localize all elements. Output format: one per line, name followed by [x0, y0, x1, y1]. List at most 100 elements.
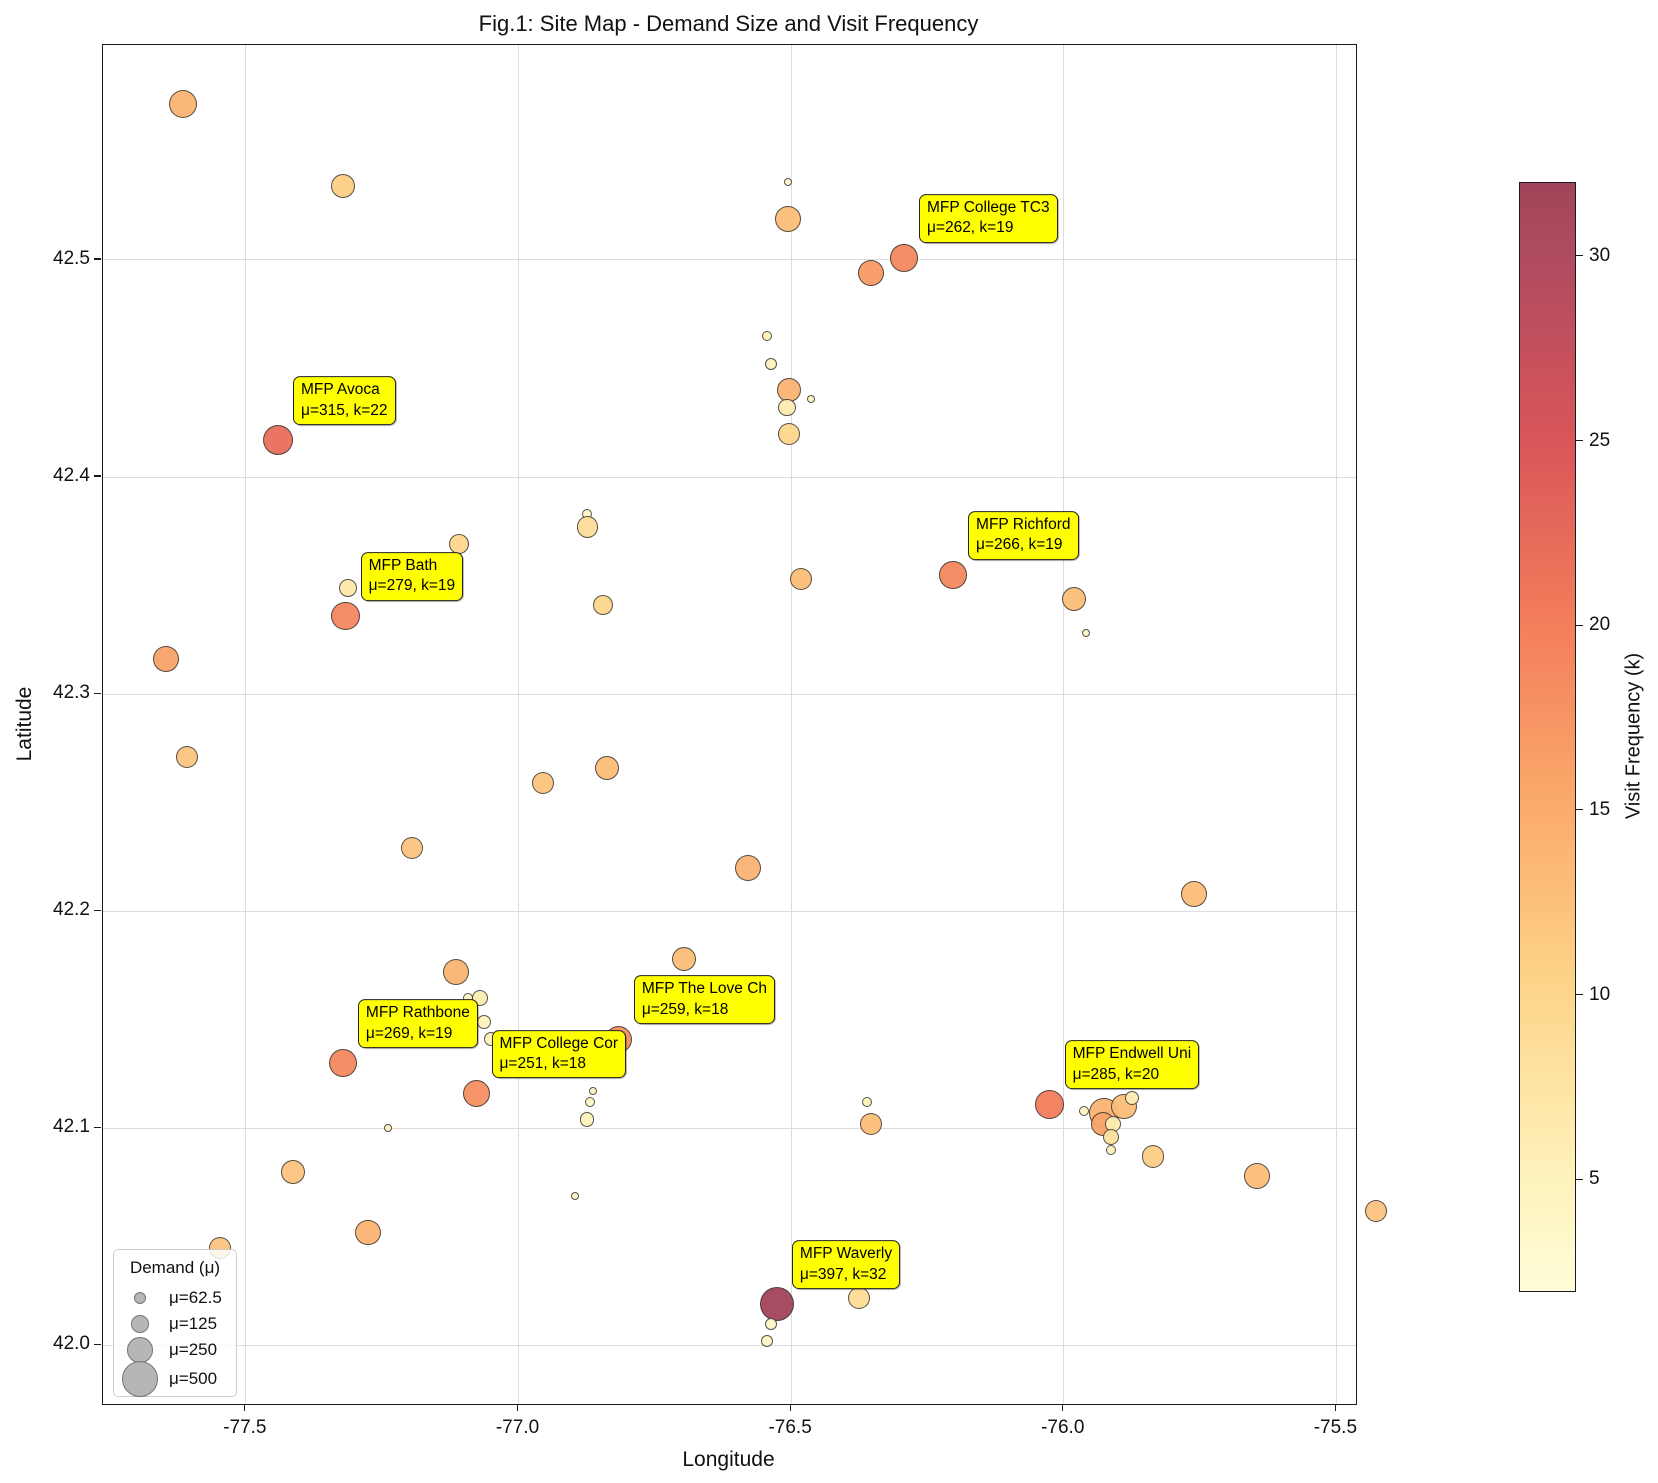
scatter-point — [570, 1191, 579, 1200]
site-annotation: MFP Waverly μ=397, k=32 — [791, 1240, 901, 1290]
site-annotation: MFP Endwell Uni μ=285, k=20 — [1064, 1040, 1200, 1090]
y-tick-label: 42.2 — [53, 899, 90, 921]
colorbar-tick-mark — [1576, 439, 1583, 442]
scatter-point — [400, 837, 423, 860]
site-annotation-stats: μ=285, k=20 — [1072, 1065, 1160, 1083]
scatter-point — [579, 1112, 594, 1127]
y-tick-mark — [94, 909, 101, 911]
site-annotation-name: MFP College Cor — [499, 1034, 619, 1052]
size-legend-label: μ=250 — [169, 1340, 218, 1359]
scatter-point — [330, 174, 355, 199]
x-tick-mark — [1062, 1404, 1064, 1411]
site-annotation-name: MFP Endwell Uni — [1072, 1045, 1192, 1063]
scatter-point — [280, 1159, 305, 1184]
scatter-point — [383, 1124, 392, 1133]
colorbar-tick-mark — [1576, 1178, 1583, 1180]
scatter-point — [576, 516, 599, 538]
site-annotation: MFP The Love Ch μ=259, k=18 — [633, 975, 776, 1025]
scatter-point — [328, 1049, 357, 1078]
x-gridline — [517, 45, 519, 1404]
site-annotation-stats: μ=279, k=19 — [368, 577, 456, 595]
site-annotation-stats: μ=259, k=18 — [641, 1000, 729, 1018]
colorbar-tick-label: 20 — [1589, 614, 1611, 636]
scatter-point — [857, 260, 884, 286]
scatter-point — [764, 358, 777, 371]
scatter-point — [760, 1335, 773, 1348]
x-tick-mark — [516, 1404, 519, 1411]
scatter-point — [338, 578, 357, 597]
y-tick-mark — [94, 692, 101, 694]
scatter-point — [807, 394, 816, 403]
site-annotation-name: MFP Bath — [368, 557, 438, 575]
y-tick-label: 42.4 — [53, 465, 90, 486]
site-annotation-stats: μ=397, k=32 — [799, 1265, 887, 1283]
site-annotation-stats: μ=251, k=18 — [499, 1055, 587, 1073]
x-tick-mark — [789, 1404, 791, 1411]
y-gridline — [103, 1344, 1356, 1346]
scatter-point — [594, 755, 619, 780]
size-legend-circle — [130, 1314, 150, 1334]
y-tick-mark — [94, 1126, 101, 1128]
size-legend-label: μ=500 — [169, 1369, 218, 1388]
site-annotation: MFP Bath μ=279, k=19 — [360, 552, 464, 601]
site-annotation-name: MFP Avoca — [301, 381, 380, 399]
scatter-point — [584, 1097, 595, 1108]
scatter-point — [1035, 1090, 1064, 1119]
y-gridline — [103, 693, 1356, 695]
scatter-point — [1078, 1105, 1089, 1116]
scatter-point — [859, 1112, 882, 1136]
site-annotation-name: MFP Richford — [976, 515, 1071, 533]
y-tick-label: 42.0 — [53, 1333, 90, 1355]
scatter-point — [355, 1219, 381, 1246]
site-annotation-stats: μ=269, k=19 — [365, 1024, 453, 1042]
y-tick-label: 42.3 — [53, 682, 90, 704]
site-annotation-name: MFP College TC3 — [926, 198, 1050, 216]
size-legend-circle — [127, 1337, 153, 1363]
colorbar-tick-label: 10 — [1589, 983, 1611, 1005]
x-gridline — [1335, 45, 1337, 1404]
colorbar-tick-label: 30 — [1589, 244, 1611, 266]
site-annotation: MFP College TC3 μ=262, k=19 — [918, 193, 1058, 243]
scatter-point — [1181, 880, 1207, 907]
x-gridline — [790, 45, 792, 1404]
colorbar-label: Visit Frequency (k) — [1622, 652, 1645, 820]
scatter-point — [1142, 1145, 1165, 1168]
scatter-point — [531, 772, 555, 795]
scatter-point — [1243, 1163, 1270, 1189]
size-legend: Demand (μ) μ=62.5 μ=125 μ=250 μ=500 — [113, 1249, 237, 1398]
plot-area — [102, 44, 1387, 1405]
size-legend-circle — [133, 1291, 147, 1305]
x-tick-mark — [244, 1404, 246, 1411]
scatter-point — [1124, 1090, 1139, 1105]
y-tick-label: 42.5 — [53, 247, 90, 269]
scatter-point — [1364, 1199, 1387, 1222]
scatter-point — [890, 243, 918, 272]
scatter-point — [588, 1087, 597, 1096]
y-gridline — [103, 1127, 1356, 1129]
scatter-point — [778, 398, 797, 417]
colorbar-tick-mark — [1576, 255, 1583, 257]
site-annotation-stats: μ=262, k=19 — [926, 219, 1014, 237]
scatter-point — [847, 1286, 870, 1309]
site-annotation: MFP Avoca μ=315, k=22 — [293, 376, 396, 426]
scatter-point — [762, 330, 773, 341]
site-annotation-name: MFP The Love Ch — [641, 980, 768, 998]
size-legend-label: μ=62.5 — [169, 1288, 222, 1307]
site-annotation-name: MFP Waverly — [799, 1245, 893, 1263]
x-axis-label: Longitude — [682, 1448, 775, 1471]
colorbar-tick-label: 25 — [1589, 429, 1611, 451]
colorbar-tick-mark — [1576, 624, 1583, 626]
y-gridline — [103, 259, 1356, 261]
scatter-point — [861, 1097, 872, 1108]
scatter-point — [175, 745, 199, 769]
size-legend-circle — [121, 1360, 159, 1398]
scatter-point — [1106, 1144, 1117, 1156]
colorbar — [1519, 182, 1576, 1292]
scatter-point — [789, 567, 812, 591]
x-tick-label: -75.5 — [1313, 1417, 1358, 1438]
x-tick-label: -76.0 — [1041, 1417, 1085, 1438]
site-annotation-name: MFP Rathbone — [365, 1004, 470, 1022]
colorbar-tick-label: 15 — [1589, 798, 1611, 820]
x-tick-mark — [1334, 1404, 1336, 1411]
